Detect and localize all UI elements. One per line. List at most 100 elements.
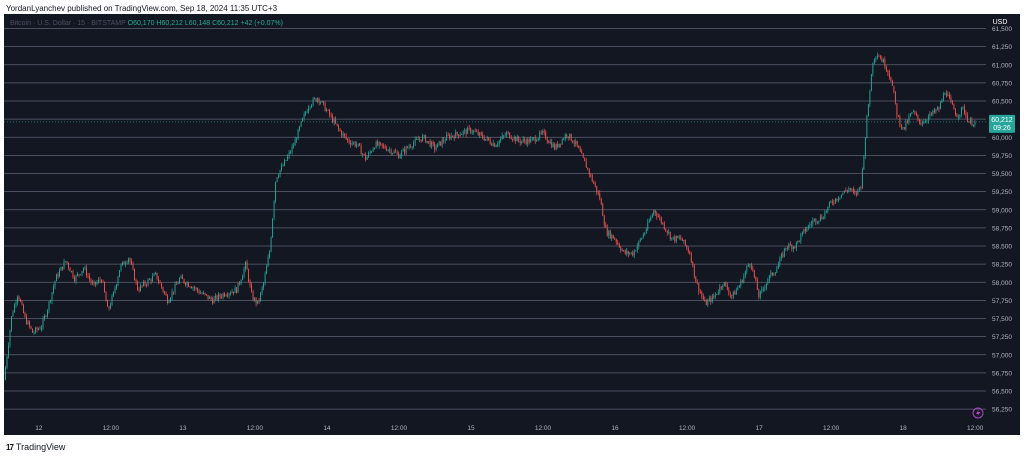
- candle-down: [488, 137, 490, 141]
- candle-down: [87, 275, 89, 277]
- candle-up: [312, 98, 314, 105]
- candle-up: [357, 143, 359, 145]
- candle-down: [512, 139, 514, 140]
- candle-down: [656, 213, 658, 217]
- y-tick-label: 57,750: [992, 298, 1012, 305]
- y-tick-label: 58,750: [992, 225, 1012, 232]
- candle-up: [195, 288, 197, 289]
- candle-down: [578, 145, 580, 149]
- chart-panel[interactable]: [4, 14, 1020, 435]
- candle-up: [180, 276, 182, 279]
- y-tick-label: 59,500: [992, 171, 1012, 178]
- candle-up: [435, 147, 437, 150]
- candle-down: [551, 141, 553, 148]
- candle-down: [363, 153, 365, 155]
- candle-up: [653, 210, 655, 215]
- candle-up: [522, 139, 524, 141]
- candle-down: [57, 274, 59, 277]
- candle-down: [221, 296, 223, 298]
- candle-up: [861, 169, 863, 188]
- candle-up: [222, 293, 224, 298]
- candle-down: [879, 56, 881, 58]
- candle-up: [96, 282, 98, 285]
- candle-down: [524, 139, 526, 142]
- candle-down: [95, 281, 96, 285]
- candle-down: [528, 138, 530, 143]
- candle-up: [537, 138, 539, 141]
- candle-up: [714, 294, 716, 297]
- candle-up: [237, 282, 239, 293]
- candle-down: [849, 188, 851, 190]
- candle-down: [248, 269, 250, 282]
- candle-up: [152, 276, 154, 282]
- candle-up: [455, 131, 457, 139]
- x-tick-label: 13: [179, 425, 187, 432]
- y-tick-label: 57,000: [992, 352, 1012, 359]
- candle-down: [953, 104, 955, 110]
- candle-up: [722, 285, 724, 288]
- candle-up: [41, 327, 42, 329]
- x-tick-label: 12:00: [679, 425, 696, 432]
- candle-up: [947, 94, 949, 97]
- candle-up: [317, 98, 319, 102]
- candle-down: [233, 291, 235, 293]
- candle-up: [423, 135, 425, 137]
- candle-down: [681, 238, 683, 242]
- candle-down: [660, 217, 662, 223]
- candle-up: [675, 235, 677, 242]
- candle-down: [72, 271, 74, 278]
- candle-up: [464, 129, 466, 132]
- y-tick-label: 61,000: [992, 62, 1012, 69]
- candle-up: [795, 242, 797, 249]
- candle-up: [539, 132, 541, 139]
- candle-down: [23, 304, 24, 313]
- candle-up: [462, 131, 464, 135]
- candle-down: [482, 134, 484, 138]
- candle-up: [422, 135, 424, 142]
- candle-down: [534, 137, 536, 142]
- candle-up: [12, 312, 14, 317]
- candle-up: [842, 193, 844, 195]
- candle-down: [89, 276, 90, 280]
- candle-up: [485, 138, 487, 141]
- candle-up: [42, 319, 44, 328]
- candle-down: [755, 276, 757, 281]
- candle-up: [63, 261, 65, 270]
- candle-down: [24, 312, 26, 317]
- y-tick-label: 60,500: [992, 99, 1012, 106]
- candle-down: [614, 238, 616, 240]
- candle-down: [212, 299, 214, 304]
- candle-up: [53, 286, 54, 293]
- candle-up: [266, 266, 268, 275]
- candle-up: [402, 149, 404, 152]
- candle-down: [570, 133, 572, 141]
- candle-down: [900, 125, 902, 128]
- candle-up: [633, 250, 635, 256]
- candle-down: [129, 258, 131, 262]
- candle-down: [491, 143, 493, 146]
- y-tick-label: 58,000: [992, 280, 1012, 287]
- candle-up: [93, 281, 95, 284]
- candle-up: [909, 113, 911, 117]
- candle-up: [492, 143, 494, 146]
- candle-up: [35, 327, 36, 333]
- candle-down: [432, 142, 434, 144]
- candle-up: [230, 293, 232, 294]
- ohlc-values: O60,170 H60,212 L60,148 C60,212 +42 (+0.…: [127, 20, 283, 27]
- candle-down: [914, 111, 916, 114]
- candle-down: [693, 264, 695, 277]
- candle-up: [521, 140, 523, 143]
- candle-up: [641, 238, 643, 240]
- lightning-icon[interactable]: [972, 407, 984, 419]
- tradingview-logo[interactable]: 17 TradingView: [6, 442, 65, 452]
- candle-down: [182, 276, 184, 280]
- candle-up: [969, 119, 971, 123]
- candle-up: [516, 136, 518, 142]
- x-tick-label: 18: [900, 425, 908, 432]
- candle-up: [867, 104, 869, 117]
- candle-down: [545, 132, 547, 139]
- candle-up: [719, 286, 721, 293]
- candle-down: [567, 136, 569, 138]
- candle-up: [549, 141, 551, 144]
